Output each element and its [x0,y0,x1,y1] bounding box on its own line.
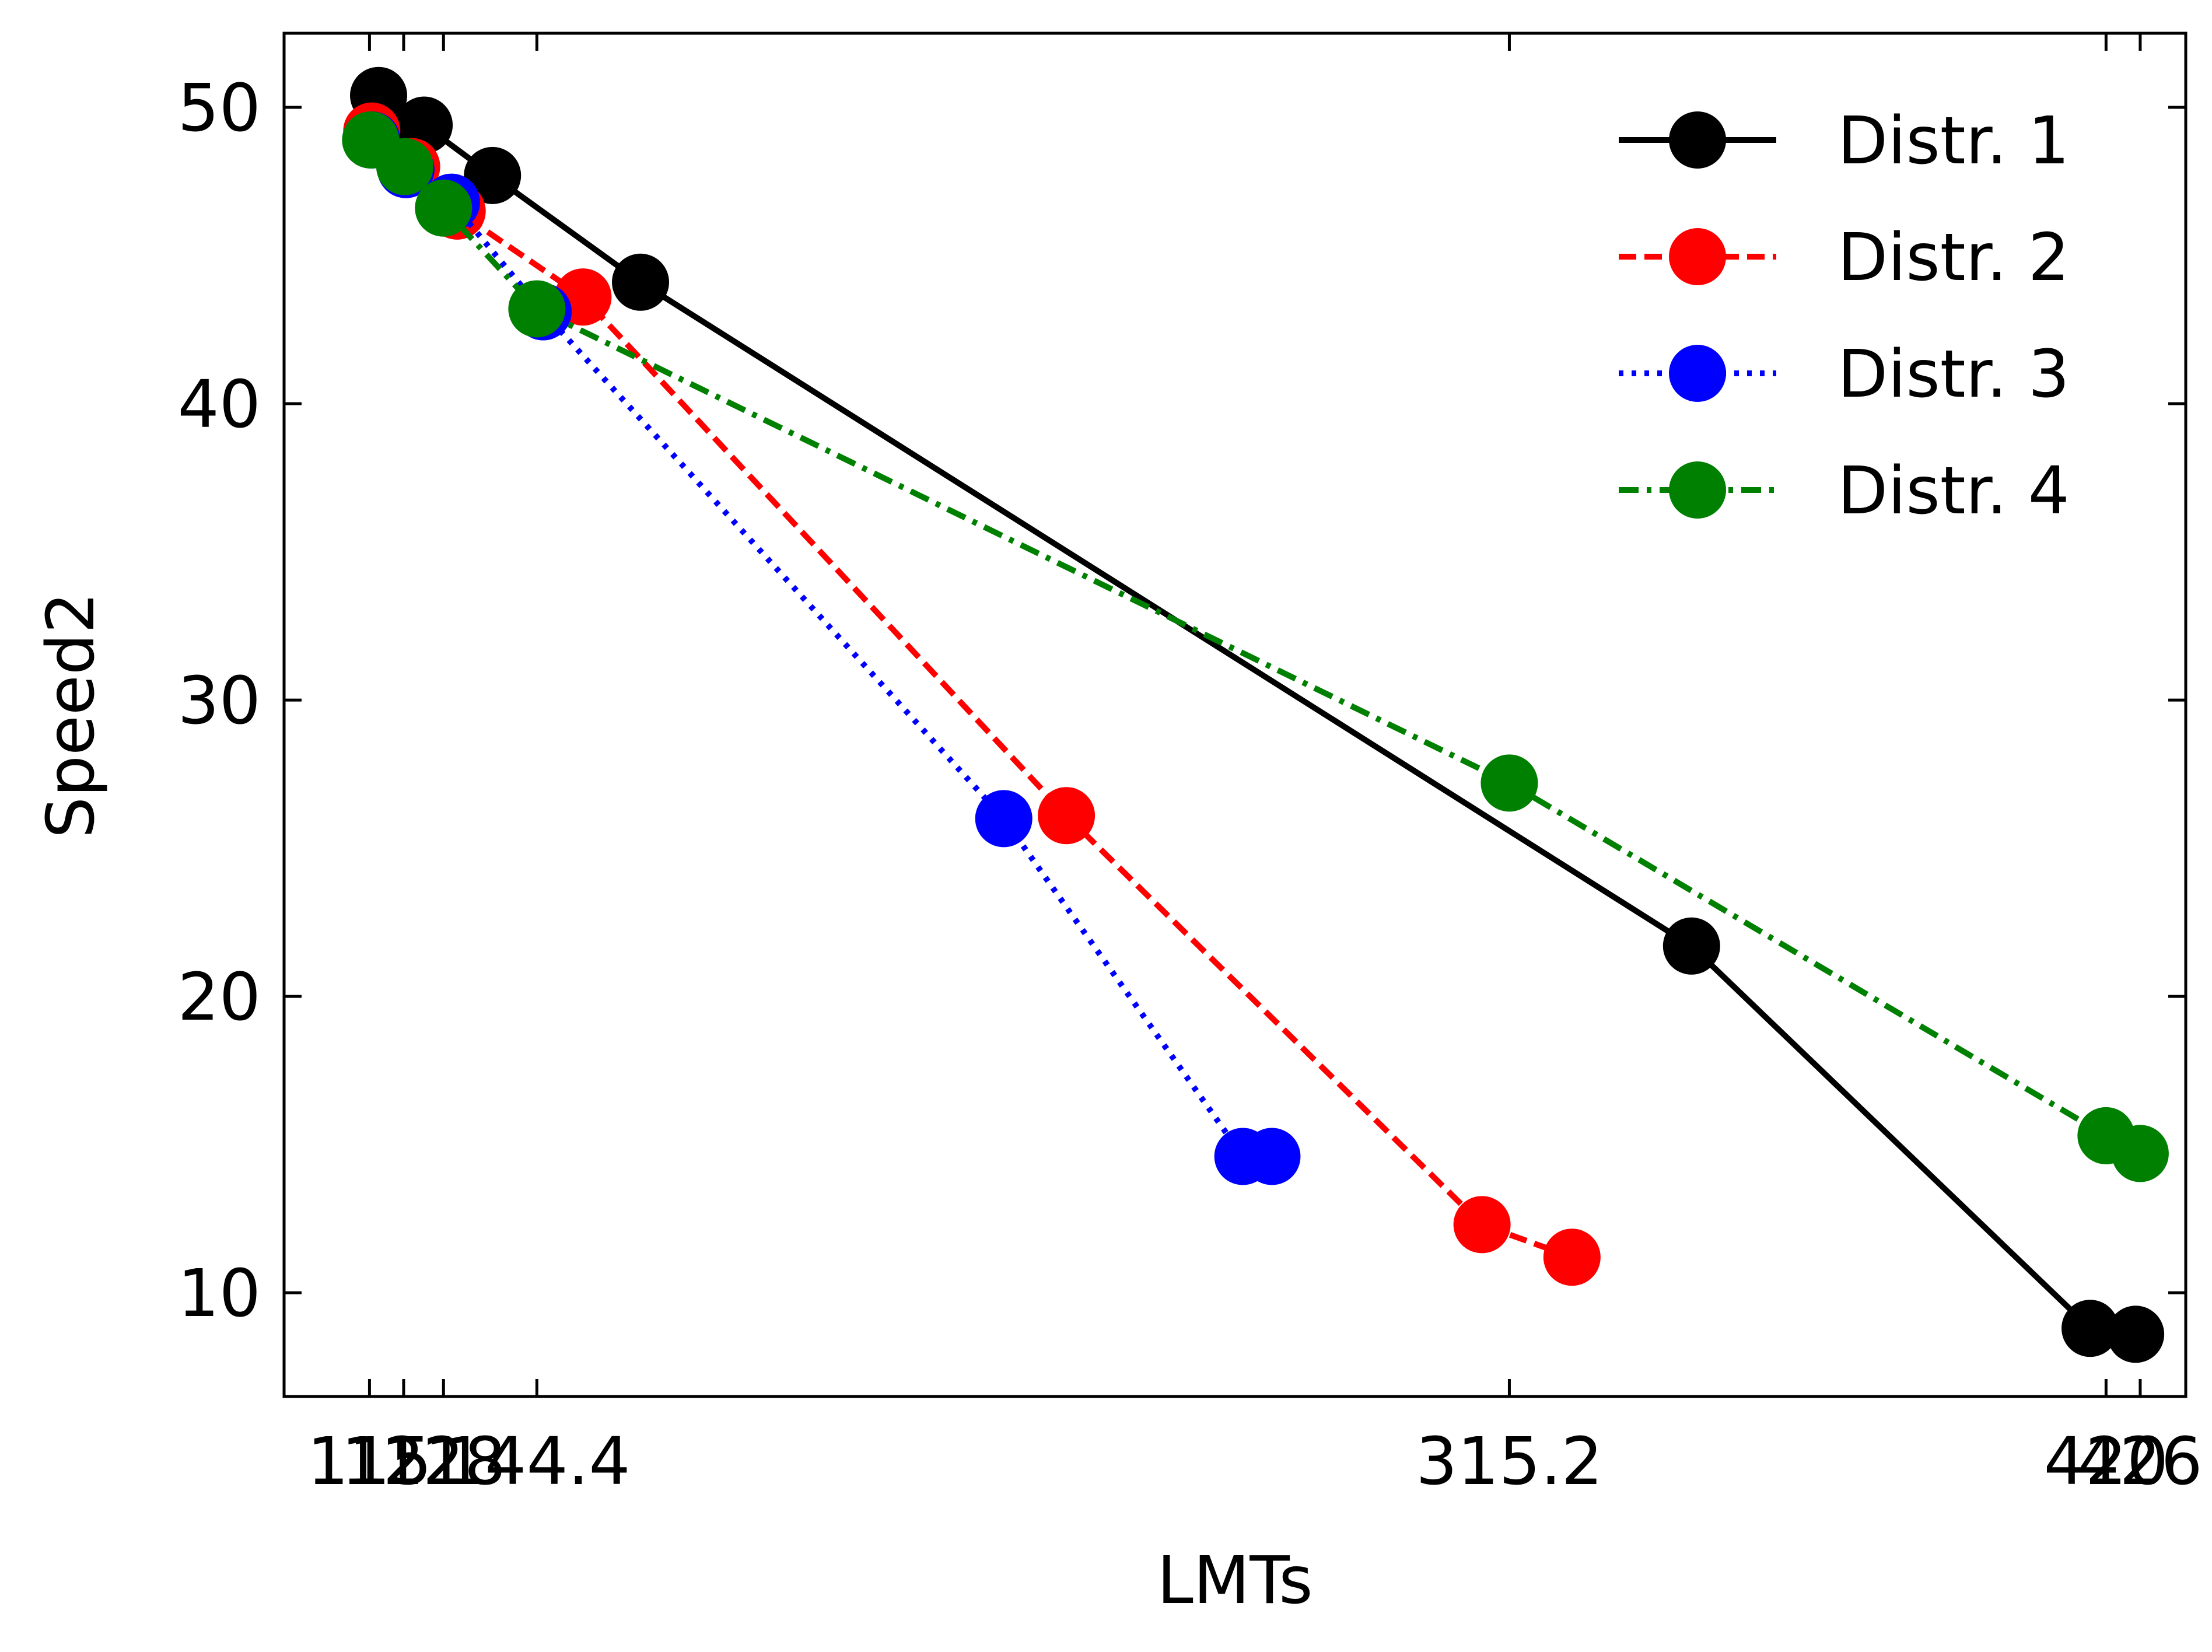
data-point [1662,917,1720,975]
series-layer [342,66,2169,1363]
data-point [975,790,1032,848]
legend-marker [1669,111,1726,169]
legend-marker [1669,345,1726,402]
data-point [464,146,522,204]
x-axis-label: LMTs [1157,1543,1312,1619]
x-tick-label: 144.4 [443,1424,631,1500]
series-2 [343,102,1601,1286]
y-axis-label: Speed2 [33,592,109,838]
data-point [2111,1125,2169,1182]
legend-label: Distr. 3 [1838,337,2070,412]
data-point [1243,1128,1301,1185]
legend-label: Distr. 1 [1838,103,2070,179]
legend-marker [1669,228,1726,285]
data-point [508,280,566,338]
data-point [1038,787,1096,845]
x-tick-label: 115 [307,1424,432,1500]
data-point [612,253,670,311]
x-tick-label: 315.2 [1416,1424,1603,1500]
data-point [1543,1228,1601,1286]
y-tick-label: 40 [177,367,261,443]
x-tick-label: 420 [2043,1424,2168,1500]
x-tick-label: 128 [381,1424,506,1500]
data-point [1453,1196,1511,1254]
legend-item: Distr. 1 [1619,103,2070,179]
legend: Distr. 1 Distr. 2 Distr. 3 Distr. 4 [1619,103,2070,529]
x-tick-label: 121 [341,1424,466,1500]
series-line [370,138,1272,1160]
y-tick-label: 50 [177,71,261,146]
legend-item: Distr. 4 [1619,453,2070,529]
data-point [1480,754,1538,812]
data-point [2062,1300,2119,1357]
data-point [415,179,473,237]
y-tick-label: 30 [177,663,261,739]
y-tick-label: 10 [177,1256,261,1332]
x-tick-label: 426 [2078,1424,2203,1500]
legend-label: Distr. 2 [1838,220,2070,296]
legend-marker [1669,461,1726,519]
series-4 [342,111,2169,1182]
legend-item: Distr. 3 [1619,337,2070,412]
data-point [2107,1306,2165,1363]
legend-item: Distr. 2 [1619,220,2070,296]
series-3 [343,111,1301,1185]
data-point [376,138,433,195]
y-tick-label: 20 [177,960,261,1035]
plot-area [282,32,2188,1398]
legend-label: Distr. 4 [1838,453,2070,529]
